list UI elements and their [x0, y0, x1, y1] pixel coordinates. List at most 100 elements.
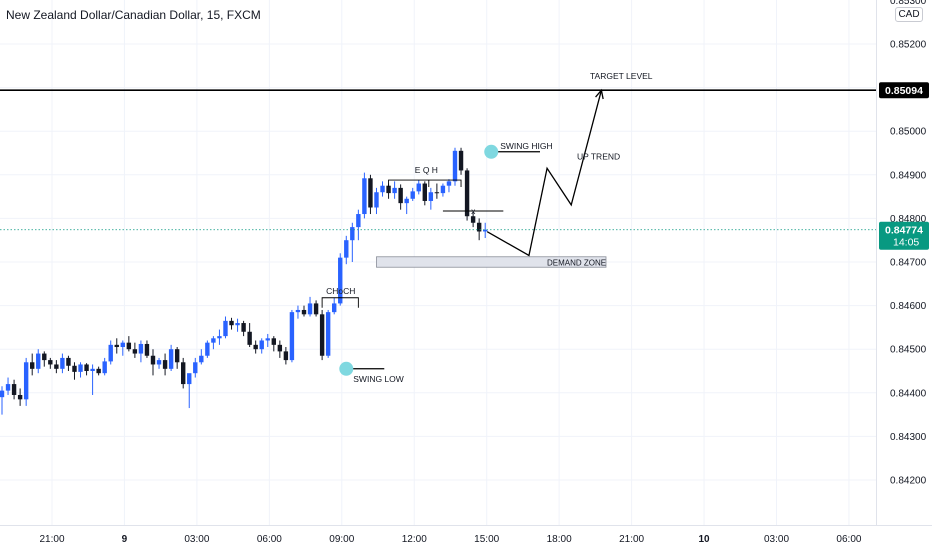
candle[interactable] — [120, 340, 125, 356]
candle[interactable] — [271, 336, 276, 352]
candle[interactable] — [132, 342, 138, 358]
candle[interactable] — [30, 353, 35, 376]
candle[interactable] — [217, 329, 222, 345]
candle[interactable] — [476, 218, 482, 241]
candle[interactable] — [17, 388, 23, 406]
demand-zone-box[interactable] — [376, 256, 607, 268]
candle[interactable] — [452, 147, 458, 186]
candle[interactable] — [374, 187, 379, 215]
candle[interactable] — [404, 196, 409, 215]
candle[interactable] — [60, 353, 65, 374]
candle[interactable] — [78, 362, 83, 378]
candle[interactable] — [259, 338, 264, 354]
candle[interactable] — [307, 296, 313, 317]
time-axis[interactable]: 21:00 9 03:00 06:00 09:00 12:00 15:00 18:00 21:0… — [39, 534, 861, 545]
candle[interactable] — [325, 309, 331, 358]
candle[interactable] — [90, 364, 95, 395]
price-tick-label: 0.84700 — [890, 258, 927, 269]
candle[interactable] — [126, 336, 132, 352]
candle[interactable] — [181, 357, 186, 389]
candle[interactable] — [470, 211, 476, 228]
candle[interactable] — [283, 347, 289, 365]
candle[interactable] — [344, 235, 349, 265]
candle[interactable] — [108, 340, 113, 365]
candle[interactable] — [277, 340, 283, 358]
candle[interactable] — [313, 300, 319, 317]
candle[interactable] — [150, 349, 156, 376]
candle[interactable] — [398, 184, 403, 210]
candle[interactable] — [114, 338, 119, 354]
candle[interactable] — [422, 181, 427, 206]
candle[interactable] — [289, 309, 295, 363]
candle[interactable] — [193, 357, 198, 378]
candle[interactable] — [356, 209, 361, 241]
candle[interactable] — [295, 305, 301, 319]
candle[interactable] — [434, 183, 440, 199]
candle[interactable] — [350, 222, 355, 262]
candle[interactable] — [11, 379, 17, 400]
candle[interactable] — [410, 187, 415, 201]
swing-high-marker[interactable] — [484, 144, 499, 159]
candle[interactable] — [440, 183, 446, 197]
candle[interactable] — [253, 340, 258, 354]
swing-low-marker[interactable] — [339, 361, 354, 376]
candle[interactable] — [338, 253, 343, 306]
candle[interactable] — [332, 297, 337, 315]
candle[interactable] — [211, 336, 216, 350]
candle[interactable] — [162, 353, 168, 376]
candle-body — [60, 357, 65, 369]
time-tick-label: 03:00 — [184, 534, 209, 545]
candle[interactable] — [5, 377, 11, 395]
candle[interactable] — [84, 363, 89, 376]
candle[interactable] — [368, 174, 373, 215]
price-tick-label: 0.84800 — [890, 214, 927, 225]
candle[interactable] — [23, 357, 29, 406]
candle[interactable] — [265, 333, 270, 348]
eqh-bracket[interactable] — [388, 179, 462, 188]
candle[interactable] — [458, 147, 464, 175]
candle[interactable] — [138, 340, 144, 363]
candle[interactable] — [36, 349, 41, 374]
candle[interactable] — [416, 180, 421, 195]
candle[interactable] — [156, 357, 162, 369]
candle[interactable] — [168, 344, 174, 371]
candle[interactable] — [229, 317, 234, 330]
candle[interactable] — [428, 187, 434, 210]
candle[interactable] — [223, 316, 228, 339]
candle[interactable] — [102, 357, 107, 376]
currency-badge[interactable]: CAD — [895, 7, 923, 22]
candle-body — [23, 362, 29, 400]
candle[interactable] — [483, 222, 488, 239]
candle[interactable] — [446, 179, 452, 193]
candle[interactable] — [464, 168, 470, 221]
candle[interactable] — [187, 373, 192, 409]
candle[interactable] — [241, 320, 246, 337]
candle[interactable] — [247, 323, 252, 348]
candle[interactable] — [392, 181, 397, 199]
candle-body — [78, 364, 83, 372]
choch-label: CHoCH — [326, 286, 355, 296]
candle[interactable] — [235, 318, 240, 332]
candle[interactable] — [174, 347, 180, 369]
candle[interactable] — [319, 309, 325, 361]
candle-body — [114, 344, 119, 348]
choch-bracket[interactable] — [321, 297, 359, 308]
candle-body — [223, 320, 228, 337]
candle[interactable] — [54, 360, 59, 374]
candle[interactable] — [72, 362, 77, 380]
candle[interactable] — [48, 357, 53, 369]
candle[interactable] — [66, 355, 71, 371]
candle[interactable] — [301, 305, 307, 317]
up-trend-projection-path[interactable] — [486, 90, 603, 257]
candle[interactable] — [96, 366, 101, 376]
candle[interactable] — [0, 386, 5, 415]
candle[interactable] — [380, 181, 385, 197]
candle[interactable] — [362, 172, 367, 219]
candle[interactable] — [42, 351, 47, 367]
candle-body — [289, 312, 295, 361]
candle[interactable] — [144, 340, 150, 358]
candle[interactable] — [199, 349, 204, 365]
candle[interactable] — [205, 340, 210, 358]
